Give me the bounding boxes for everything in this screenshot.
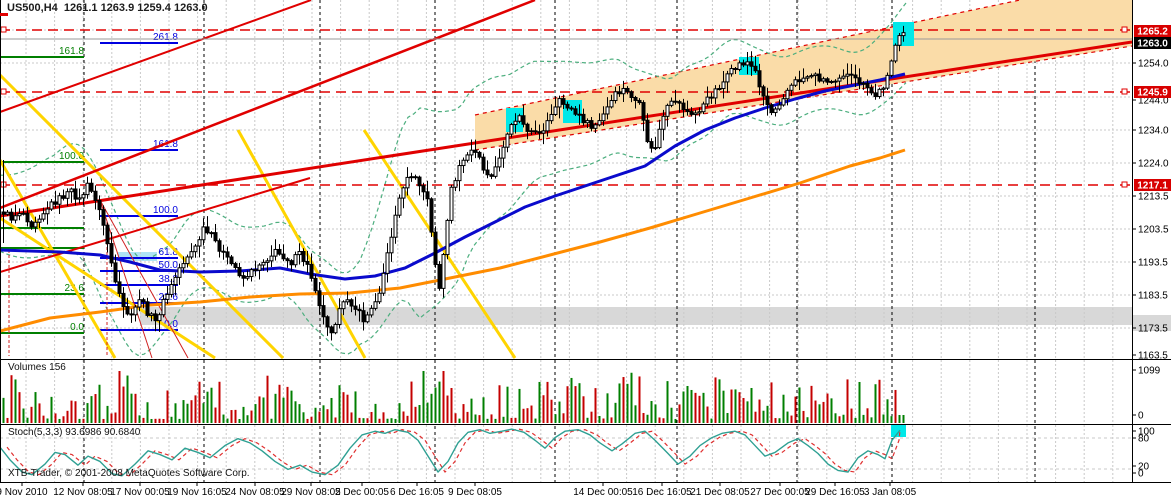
price-level-badge [1134, 25, 1171, 37]
fib-level-label: 0.0 [70, 322, 84, 333]
copyright-text: XTB-Trader, © 2001-2008 MetaQuotes Softw… [8, 468, 250, 479]
volumes-indicator-label: Volumes 156 [8, 362, 66, 373]
fib-level-label: 161.8 [59, 46, 84, 57]
price-axis-label: 1163.5 [1138, 351, 1168, 362]
volume-axis-label: 1099 [1138, 366, 1161, 377]
price-axis-label: 1254.0 [1138, 59, 1169, 70]
price-axis: 1254.0 1244.0 1234.0 1224.0 1213.5 1203.5 1193… [1132, 25, 1171, 480]
time-axis-label: 14 Dec 00:05 [573, 487, 633, 498]
level-handle[interactable] [0, 26, 7, 33]
stoch-axis-label: 0 [1138, 469, 1144, 480]
fib-level-label: 61.8 [159, 247, 179, 258]
candlesticks [1, 25, 906, 341]
price-badge-text: 1217.1 [1137, 181, 1168, 192]
time-axis-label: 24 Nov 08:05 [225, 487, 285, 498]
time-axis-label: 3 Jan 08:05 [864, 487, 917, 498]
fib-level-label: 261.8 [153, 32, 178, 43]
time-axis-label: 9 Dec 08:05 [448, 487, 502, 498]
level-handle[interactable] [1121, 88, 1128, 95]
price-axis-label: 1183.5 [1138, 291, 1168, 302]
red-marker [0, 13, 8, 16]
price-badge-text: 1245.9 [1137, 88, 1168, 99]
time-axis-label: 9 Nov 2010 [0, 487, 48, 498]
red-trend-lines [0, 0, 1132, 359]
volume-bars [2, 371, 905, 423]
price-axis-label: 1244.0 [1138, 96, 1169, 107]
level-handle[interactable] [1121, 26, 1128, 33]
time-axis-label: 16 Dec 16:05 [632, 487, 692, 498]
panel-borders [0, 0, 1171, 483]
time-axis-label: 29 Nov 08:05 [281, 487, 341, 498]
level-handle[interactable] [1121, 181, 1128, 188]
fib-level-label: 100.0 [153, 205, 178, 216]
fib-level-label: 100.0 [59, 151, 84, 162]
time-axis-label: 12 Nov 08:05 [53, 487, 113, 498]
fib-level-label: 0.0 [164, 319, 178, 330]
grid [0, 0, 1132, 482]
stoch-axis-label: 80 [1138, 434, 1150, 445]
stochastic-panel [0, 425, 1132, 477]
fib-level-label: 38.2 [159, 274, 179, 285]
price-axis-label: 1234.0 [1138, 126, 1169, 137]
gray-band-axis-part [1133, 315, 1171, 331]
price-badge-text: 1265.2 [1137, 27, 1168, 38]
time-axis-label: 27 Dec 00:05 [750, 487, 810, 498]
envelope-bands [0, 2, 907, 356]
time-axis-label: 19 Nov 16:05 [167, 487, 227, 498]
volume-axis-label: 0 [1138, 411, 1144, 422]
price-level-badge [1134, 86, 1171, 98]
current-price-badge [1134, 37, 1171, 49]
stoch-axis-label: 100 [1138, 427, 1155, 438]
lightblue-band [118, 252, 157, 261]
stoch-axis-label: 20 [1138, 462, 1150, 473]
moving-averages [0, 72, 906, 333]
time-axis-label: 21 Dec 08:05 [690, 487, 750, 498]
price-level-badge [1134, 179, 1171, 191]
price-badge-text: 1263.0 [1137, 39, 1168, 50]
chart-title: US500,H4 1261.1 1263.9 1259.4 1263.0 [7, 2, 208, 14]
stochastic-indicator-label: Stoch(5,3,3) 93.6986 90.6840 [8, 427, 141, 438]
time-axis-label: 29 Dec 16:05 [805, 487, 865, 498]
gray-consolidation-band [140, 307, 1132, 325]
time-axis-label: 6 Dec 16:05 [390, 487, 444, 498]
time-axis-label: 17 Nov 00:05 [110, 487, 170, 498]
fib-level-label: 50.0 [159, 260, 179, 271]
time-axis-label: 2 Dec 00:05 [335, 487, 389, 498]
price-axis-label: 1203.5 [1138, 225, 1169, 236]
price-axis-label: 1224.0 [1138, 159, 1169, 170]
price-axis-label: 1193.5 [1138, 258, 1168, 269]
price-axis-label: 1213.5 [1138, 192, 1169, 203]
price-axis-label: 1173.5 [1138, 324, 1168, 335]
level-handle[interactable] [0, 88, 7, 95]
